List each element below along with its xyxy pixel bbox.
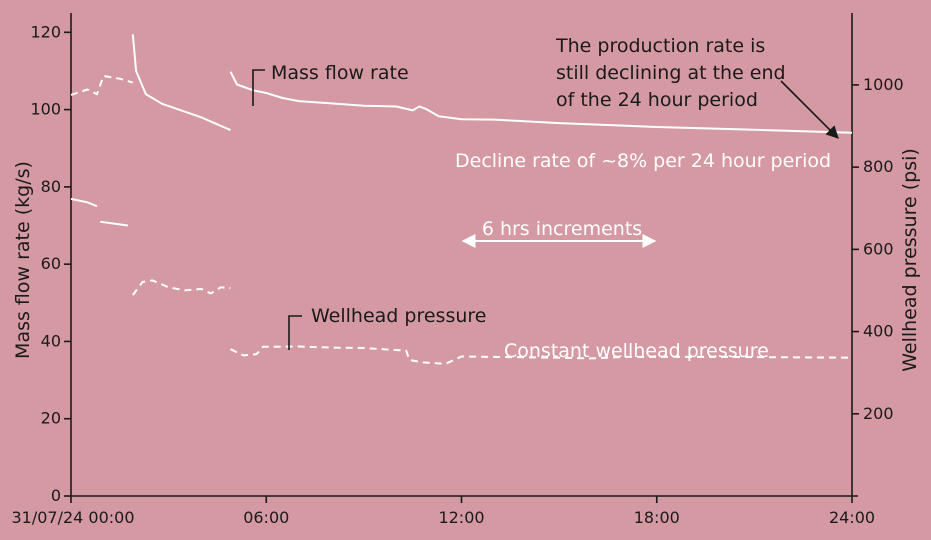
y-left-tick-label: 0 [51, 486, 61, 505]
x-tick-label: 12:00 [438, 508, 484, 527]
mass-flow-series-line [229, 71, 853, 134]
y-left-tick-label: 60 [41, 254, 61, 273]
x-tick-label: 18:00 [634, 508, 680, 527]
mass-flow-series-line [70, 197, 98, 208]
y-left-axis-title: Mass flow rate (kg/s) [12, 161, 34, 359]
mass-flow-leader [252, 69, 265, 106]
production-note-line-3: of the 24 hour period [556, 89, 758, 111]
wellhead-pressure-series-line [131, 279, 231, 296]
y-right-axis-title: Wellhead pressure (psi) [899, 148, 921, 372]
x-ticks: 31/07/24 00:00 06:00 12:00 18:00 24:00 [11, 496, 875, 527]
y-left-tick-label: 80 [41, 177, 61, 196]
wellhead-leader [288, 315, 302, 350]
y-right-tick-label: 200 [863, 404, 894, 423]
production-note-line-2: still declining at the end [556, 62, 786, 84]
production-note-arrow [780, 80, 839, 139]
y-right-ticks: 200 400 600 800 1000 [852, 75, 904, 423]
y-right-tick-label: 400 [863, 322, 894, 341]
constant-note: Constant wellhead pressure [504, 340, 769, 362]
x-tick-label: 31/07/24 00:00 [11, 508, 134, 527]
y-right-tick-label: 1000 [863, 75, 904, 94]
y-right-tick-label: 600 [863, 239, 894, 258]
y-left-tick-label: 100 [30, 100, 61, 119]
decline-note: Decline rate of ~8% per 24 hour period [455, 150, 831, 172]
mass-flow-series-line [100, 220, 129, 227]
y-right-tick-label: 800 [863, 157, 894, 176]
series-layer [70, 34, 853, 365]
y-left-ticks: 0 20 40 60 80 100 120 [30, 22, 71, 505]
mass-flow-label: Mass flow rate [271, 62, 409, 84]
production-note-line-1: The production rate is [555, 35, 765, 57]
x-tick-label: 06:00 [243, 508, 289, 527]
y-left-tick-label: 20 [41, 409, 61, 428]
y-left-tick-label: 40 [41, 331, 61, 350]
x-tick-label: 24:00 [829, 508, 875, 527]
increment-note: 6 hrs increments [482, 218, 642, 240]
y-left-tick-label: 120 [30, 22, 61, 41]
wellhead-label: Wellhead pressure [311, 305, 486, 327]
wellhead-pressure-series-line [230, 345, 853, 365]
mass-flow-series-line [131, 34, 231, 132]
wellhead-pressure-series-line [70, 74, 134, 96]
